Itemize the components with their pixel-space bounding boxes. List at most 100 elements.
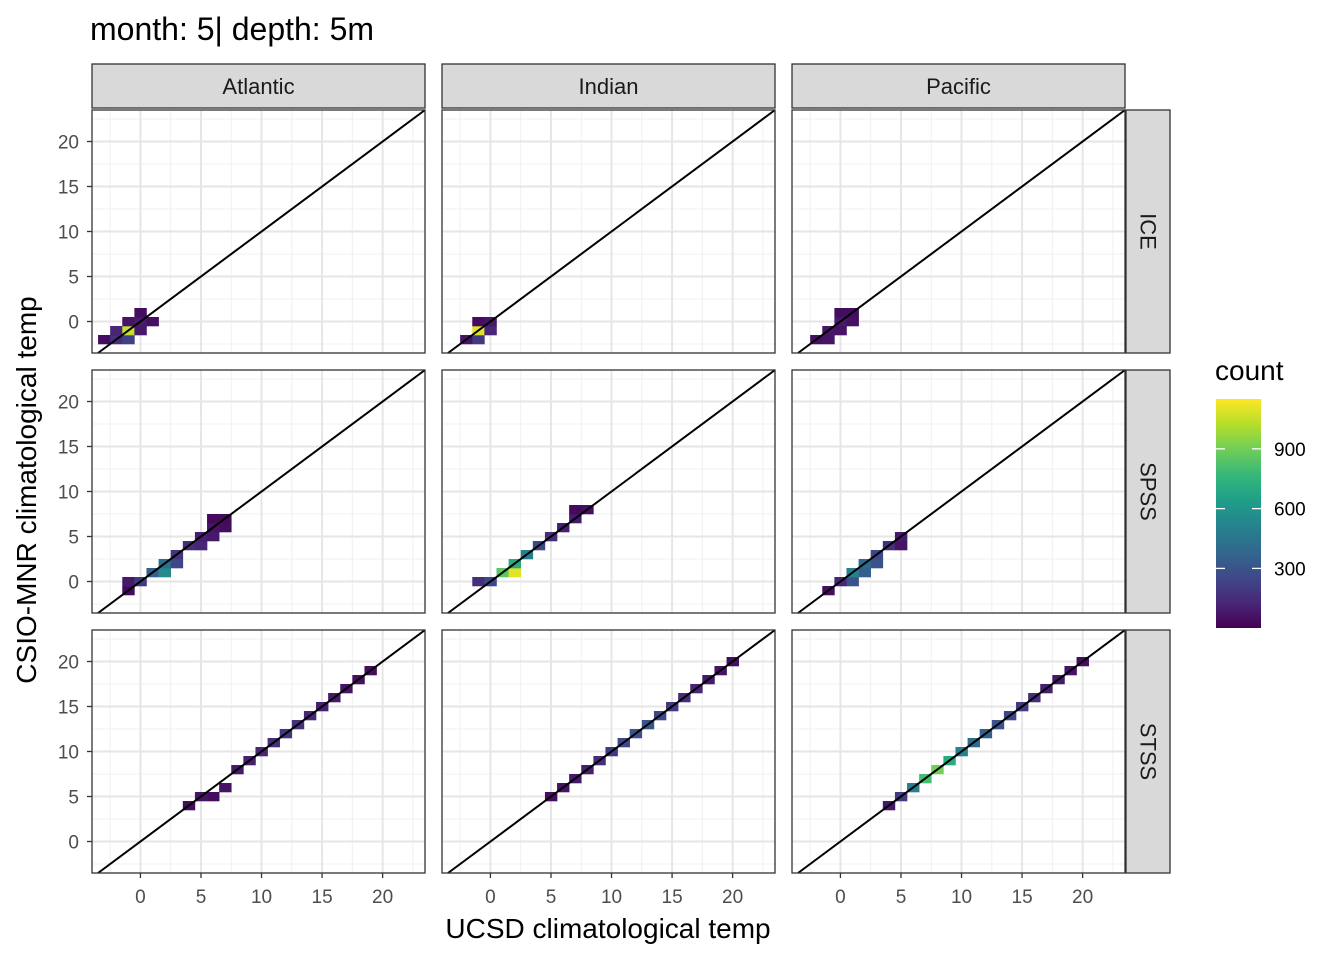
facet-strip-ice	[1125, 109, 1171, 354]
heatmap-bin	[122, 317, 135, 327]
panel-border	[791, 629, 1126, 874]
x-tick-label: 5	[896, 887, 907, 908]
heatmap-bin	[472, 335, 485, 345]
panel-indian-ice	[441, 109, 776, 354]
x-tick-label: 0	[135, 887, 146, 908]
y-tick-label: 10	[58, 223, 79, 244]
x-tick-label: 5	[546, 887, 557, 908]
panel-atlantic-spss: 0 5 10 15 20	[58, 369, 426, 614]
panel-border	[441, 109, 776, 354]
y-tick-label: 20	[58, 393, 79, 414]
panel-border	[791, 109, 1126, 354]
facet-strip-label: ICE	[1136, 213, 1161, 250]
legend-tick-label: 300	[1274, 559, 1306, 580]
identity-line	[97, 369, 426, 614]
heatmap-bin	[219, 783, 232, 793]
y-tick-label: 0	[68, 313, 79, 334]
heatmap-bin	[870, 559, 884, 569]
heatmap-bin	[158, 568, 172, 578]
legend-tick-label: 600	[1274, 500, 1306, 521]
chart-title: month: 5| depth: 5m	[90, 11, 374, 47]
count-legend: count 300 600 900	[1215, 355, 1306, 628]
identity-line	[97, 109, 426, 354]
panel-indian-spss	[441, 369, 776, 614]
heatmap-bin	[834, 308, 847, 318]
y-tick-label: 10	[58, 743, 79, 764]
y-tick-label: 5	[68, 788, 79, 809]
heatmap-bin	[122, 577, 135, 587]
heatmap-bin	[146, 317, 159, 327]
heatmap-bin	[894, 541, 908, 551]
y-tick-label: 15	[58, 438, 79, 459]
heatmap-bin	[207, 514, 220, 524]
y-tick-label: 10	[58, 483, 79, 504]
y-tick-label: 15	[58, 178, 79, 199]
panel-pacific-ice	[791, 109, 1126, 354]
y-tick-label: 20	[58, 133, 79, 154]
facet-strip-stss	[1125, 629, 1171, 874]
heatmap-bin	[834, 326, 847, 336]
facet-strip-label: STSS	[1136, 723, 1161, 780]
heatmap-bin	[472, 577, 485, 587]
y-tick-label: 15	[58, 698, 79, 719]
y-tick-label: 20	[58, 653, 79, 674]
panel-atlantic-stss: 0 5 10 15 20 0 5 10 15 20	[58, 629, 426, 908]
heatmap-bin	[472, 317, 485, 327]
facet-strip-label: SPSS	[1136, 462, 1161, 521]
x-tick-label: 5	[196, 887, 207, 908]
heatmap-bin	[508, 568, 522, 578]
identity-line	[97, 629, 426, 874]
heatmap-bin	[134, 326, 147, 336]
heatmap-bin	[170, 559, 184, 569]
y-tick-label: 0	[68, 573, 79, 594]
identity-line	[447, 629, 776, 874]
facet-strip-pacific	[791, 63, 1126, 109]
x-tick-label: 15	[662, 887, 683, 908]
heatmap-bin	[219, 523, 232, 533]
heatmap-bin	[122, 335, 135, 345]
identity-line	[447, 109, 776, 354]
x-tick-label: 10	[251, 887, 272, 908]
heatmap-bin	[858, 568, 872, 578]
heatmap-bin	[484, 326, 497, 336]
y-tick-label: 0	[68, 833, 79, 854]
heatmap-bin	[569, 505, 582, 515]
x-tick-label: 20	[372, 887, 393, 908]
x-tick-label: 15	[312, 887, 333, 908]
x-tick-label: 15	[1012, 887, 1033, 908]
legend-colorbar	[1216, 399, 1261, 628]
facet-strip-label: Indian	[579, 74, 639, 99]
x-tick-label: 10	[601, 887, 622, 908]
x-tick-label: 0	[835, 887, 846, 908]
panel-border	[791, 369, 1126, 614]
panel-border	[441, 629, 776, 874]
facet-panels: Atlantic Indian Pacific ICE SPSS STSS 0 5 10 15 20…	[58, 63, 1171, 908]
identity-line	[797, 629, 1126, 874]
heatmap-bin	[134, 308, 147, 318]
x-tick-label: 20	[722, 887, 743, 908]
facet-strip-label: Pacific	[926, 74, 991, 99]
identity-line	[797, 109, 1126, 354]
heatmap-bin	[194, 541, 208, 551]
x-tick-label: 10	[951, 887, 972, 908]
x-tick-label: 0	[485, 887, 496, 908]
x-axis-label: UCSD climatological temp	[445, 913, 770, 944]
identity-line	[447, 369, 776, 614]
panel-pacific-spss	[791, 369, 1126, 614]
panel-indian-stss: 0 5 10 15 20	[441, 629, 776, 908]
panel-border	[441, 369, 776, 614]
identity-line	[797, 369, 1126, 614]
heatmap-bin	[207, 792, 220, 802]
facet-strip-label: Atlantic	[222, 74, 294, 99]
panel-pacific-stss: 0 5 10 15 20	[791, 629, 1126, 908]
y-tick-label: 5	[68, 528, 79, 549]
y-tick-label: 5	[68, 268, 79, 289]
y-axis-label: CSIO-MNR climatological temp	[11, 296, 42, 683]
facet-strip-indian	[441, 63, 776, 109]
x-tick-label: 20	[1072, 887, 1093, 908]
facet-strip-spss	[1125, 369, 1171, 614]
heatmap-bin	[110, 326, 123, 336]
heatmap-bin	[98, 335, 111, 345]
heatmap-bin	[846, 577, 859, 587]
